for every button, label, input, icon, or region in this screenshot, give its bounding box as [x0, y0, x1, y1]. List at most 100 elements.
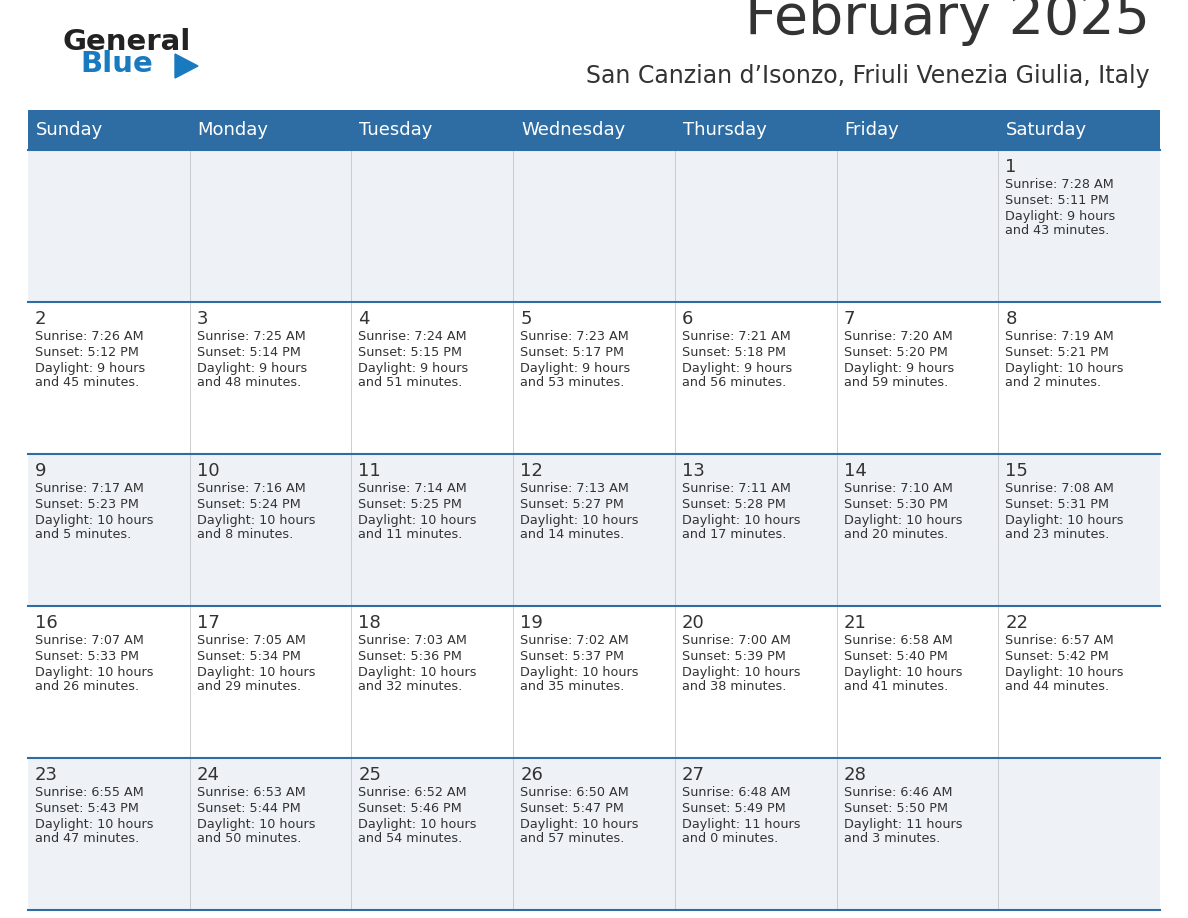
Text: Sunrise: 6:57 AM: Sunrise: 6:57 AM	[1005, 634, 1114, 647]
Text: 5: 5	[520, 310, 532, 328]
Text: Sunrise: 7:11 AM: Sunrise: 7:11 AM	[682, 482, 791, 495]
Text: and 56 minutes.: and 56 minutes.	[682, 376, 786, 389]
Text: Daylight: 11 hours: Daylight: 11 hours	[682, 818, 801, 831]
Text: 2: 2	[34, 310, 46, 328]
Text: Sunrise: 7:23 AM: Sunrise: 7:23 AM	[520, 330, 628, 343]
Text: and 50 minutes.: and 50 minutes.	[197, 832, 301, 845]
Text: 15: 15	[1005, 462, 1028, 480]
Text: and 11 minutes.: and 11 minutes.	[359, 528, 463, 541]
Text: Sunrise: 7:20 AM: Sunrise: 7:20 AM	[843, 330, 953, 343]
Bar	[29, 454, 1159, 606]
Text: and 45 minutes.: and 45 minutes.	[34, 376, 139, 389]
Text: Sunrise: 7:08 AM: Sunrise: 7:08 AM	[1005, 482, 1114, 495]
Text: Thursday: Thursday	[683, 121, 766, 139]
Bar	[29, 150, 1159, 302]
Text: Blue: Blue	[80, 50, 153, 78]
Text: Sunrise: 7:21 AM: Sunrise: 7:21 AM	[682, 330, 790, 343]
Text: and 29 minutes.: and 29 minutes.	[197, 680, 301, 693]
Text: Sunset: 5:44 PM: Sunset: 5:44 PM	[197, 802, 301, 815]
Text: 13: 13	[682, 462, 704, 480]
Text: Daylight: 10 hours: Daylight: 10 hours	[34, 666, 153, 679]
Text: Sunrise: 7:02 AM: Sunrise: 7:02 AM	[520, 634, 628, 647]
Text: Sunset: 5:20 PM: Sunset: 5:20 PM	[843, 346, 948, 359]
Text: 26: 26	[520, 766, 543, 784]
Text: Sunset: 5:17 PM: Sunset: 5:17 PM	[520, 346, 624, 359]
Text: Tuesday: Tuesday	[360, 121, 432, 139]
Text: Sunset: 5:23 PM: Sunset: 5:23 PM	[34, 498, 139, 511]
Text: and 0 minutes.: and 0 minutes.	[682, 832, 778, 845]
Text: Daylight: 10 hours: Daylight: 10 hours	[1005, 666, 1124, 679]
Text: Daylight: 9 hours: Daylight: 9 hours	[34, 362, 145, 375]
Text: Daylight: 10 hours: Daylight: 10 hours	[197, 818, 315, 831]
Text: Sunrise: 7:00 AM: Sunrise: 7:00 AM	[682, 634, 791, 647]
Text: and 54 minutes.: and 54 minutes.	[359, 832, 462, 845]
Text: Daylight: 9 hours: Daylight: 9 hours	[843, 362, 954, 375]
Text: Sunrise: 7:25 AM: Sunrise: 7:25 AM	[197, 330, 305, 343]
Text: 1: 1	[1005, 158, 1017, 176]
Text: and 23 minutes.: and 23 minutes.	[1005, 528, 1110, 541]
Text: Sunrise: 7:26 AM: Sunrise: 7:26 AM	[34, 330, 144, 343]
Text: 6: 6	[682, 310, 694, 328]
Text: 21: 21	[843, 614, 866, 632]
Polygon shape	[175, 54, 198, 78]
Text: Daylight: 11 hours: Daylight: 11 hours	[843, 818, 962, 831]
Text: Sunrise: 6:55 AM: Sunrise: 6:55 AM	[34, 786, 144, 799]
Text: 24: 24	[197, 766, 220, 784]
Text: Sunset: 5:36 PM: Sunset: 5:36 PM	[359, 650, 462, 663]
Text: Sunset: 5:43 PM: Sunset: 5:43 PM	[34, 802, 139, 815]
Text: Daylight: 9 hours: Daylight: 9 hours	[197, 362, 307, 375]
Text: Daylight: 10 hours: Daylight: 10 hours	[34, 514, 153, 527]
Text: Sunrise: 6:58 AM: Sunrise: 6:58 AM	[843, 634, 953, 647]
Text: Daylight: 10 hours: Daylight: 10 hours	[682, 666, 801, 679]
Text: and 57 minutes.: and 57 minutes.	[520, 832, 625, 845]
Bar	[29, 606, 1159, 758]
Text: Daylight: 10 hours: Daylight: 10 hours	[682, 514, 801, 527]
Text: Sunrise: 7:14 AM: Sunrise: 7:14 AM	[359, 482, 467, 495]
Text: 20: 20	[682, 614, 704, 632]
Text: 19: 19	[520, 614, 543, 632]
Text: Sunset: 5:37 PM: Sunset: 5:37 PM	[520, 650, 624, 663]
Text: Daylight: 10 hours: Daylight: 10 hours	[520, 666, 639, 679]
Text: Sunset: 5:34 PM: Sunset: 5:34 PM	[197, 650, 301, 663]
Text: and 47 minutes.: and 47 minutes.	[34, 832, 139, 845]
Text: Sunset: 5:31 PM: Sunset: 5:31 PM	[1005, 498, 1110, 511]
Text: and 43 minutes.: and 43 minutes.	[1005, 224, 1110, 237]
Text: Sunset: 5:12 PM: Sunset: 5:12 PM	[34, 346, 139, 359]
Text: Sunrise: 7:07 AM: Sunrise: 7:07 AM	[34, 634, 144, 647]
Text: Saturday: Saturday	[1006, 121, 1087, 139]
Text: Daylight: 10 hours: Daylight: 10 hours	[843, 514, 962, 527]
Text: Daylight: 10 hours: Daylight: 10 hours	[359, 514, 476, 527]
Text: Sunset: 5:14 PM: Sunset: 5:14 PM	[197, 346, 301, 359]
Text: and 5 minutes.: and 5 minutes.	[34, 528, 131, 541]
Text: Sunset: 5:30 PM: Sunset: 5:30 PM	[843, 498, 948, 511]
Text: Sunset: 5:21 PM: Sunset: 5:21 PM	[1005, 346, 1110, 359]
Text: 11: 11	[359, 462, 381, 480]
Text: 25: 25	[359, 766, 381, 784]
Text: Sunrise: 7:28 AM: Sunrise: 7:28 AM	[1005, 178, 1114, 191]
Text: Daylight: 9 hours: Daylight: 9 hours	[1005, 210, 1116, 223]
Text: and 41 minutes.: and 41 minutes.	[843, 680, 948, 693]
Text: Sunrise: 7:16 AM: Sunrise: 7:16 AM	[197, 482, 305, 495]
Text: San Canzian d’Isonzo, Friuli Venezia Giulia, Italy: San Canzian d’Isonzo, Friuli Venezia Giu…	[587, 64, 1150, 88]
Text: Daylight: 10 hours: Daylight: 10 hours	[1005, 514, 1124, 527]
Text: Sunset: 5:40 PM: Sunset: 5:40 PM	[843, 650, 948, 663]
Text: Sunrise: 7:10 AM: Sunrise: 7:10 AM	[843, 482, 953, 495]
Text: Sunset: 5:11 PM: Sunset: 5:11 PM	[1005, 194, 1110, 207]
Text: February 2025: February 2025	[745, 0, 1150, 46]
Text: 8: 8	[1005, 310, 1017, 328]
Text: and 20 minutes.: and 20 minutes.	[843, 528, 948, 541]
Text: and 3 minutes.: and 3 minutes.	[843, 832, 940, 845]
Text: Sunday: Sunday	[36, 121, 103, 139]
Text: Sunrise: 7:05 AM: Sunrise: 7:05 AM	[197, 634, 305, 647]
Text: Daylight: 10 hours: Daylight: 10 hours	[359, 818, 476, 831]
Text: Sunrise: 7:03 AM: Sunrise: 7:03 AM	[359, 634, 467, 647]
Text: 22: 22	[1005, 614, 1029, 632]
Text: Sunset: 5:27 PM: Sunset: 5:27 PM	[520, 498, 624, 511]
Text: and 44 minutes.: and 44 minutes.	[1005, 680, 1110, 693]
Text: 18: 18	[359, 614, 381, 632]
Text: Daylight: 9 hours: Daylight: 9 hours	[682, 362, 792, 375]
Text: and 35 minutes.: and 35 minutes.	[520, 680, 625, 693]
Text: Daylight: 10 hours: Daylight: 10 hours	[843, 666, 962, 679]
Text: Sunset: 5:33 PM: Sunset: 5:33 PM	[34, 650, 139, 663]
Text: and 38 minutes.: and 38 minutes.	[682, 680, 786, 693]
